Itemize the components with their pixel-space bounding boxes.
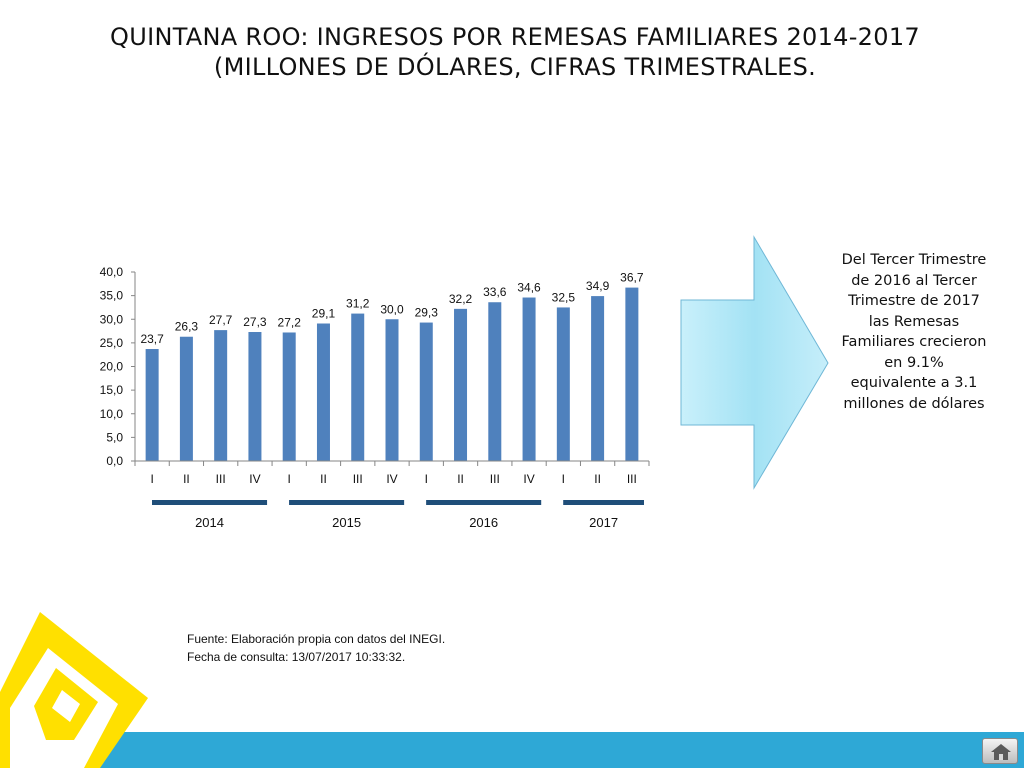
year-bracket bbox=[152, 500, 268, 505]
year-label: 2016 bbox=[469, 515, 498, 530]
query-date-line: Fecha de consulta: 13/07/2017 10:33:32. bbox=[187, 650, 406, 664]
bar-series: 23,7 26,3 27,7 27,3 27,2 29,1 31,2 30,0 29,3 32,2… bbox=[140, 271, 644, 461]
title-line-2: (MILLONES DE DÓLARES, CIFRAS TRIMESTRALE… bbox=[213, 53, 817, 81]
bar bbox=[385, 319, 399, 461]
bar bbox=[522, 297, 536, 461]
y-tick-label: 20,0 bbox=[100, 360, 124, 374]
x-tick-label: I bbox=[288, 472, 291, 486]
x-tick-label: II bbox=[320, 472, 327, 486]
home-button[interactable] bbox=[982, 738, 1018, 764]
data-label: 27,2 bbox=[278, 315, 302, 329]
x-tick-label: IV bbox=[523, 472, 534, 486]
y-tick-label: 0,0 bbox=[106, 454, 123, 468]
x-tick-label: II bbox=[594, 472, 601, 486]
year-bracket bbox=[563, 500, 644, 505]
bar bbox=[179, 336, 193, 461]
x-axis: I II III IV I II III IV I II III IV I II III bbox=[134, 460, 650, 486]
x-tick-label: II bbox=[457, 472, 464, 486]
year-groups: 2014 2015 2016 2017 bbox=[152, 500, 644, 530]
year-bracket bbox=[289, 500, 405, 505]
data-label: 29,3 bbox=[415, 306, 439, 320]
x-tick-label: I bbox=[150, 472, 153, 486]
right-arrow-shape bbox=[680, 235, 829, 490]
data-label: 26,3 bbox=[175, 320, 199, 334]
x-tick-label: I bbox=[425, 472, 428, 486]
bar bbox=[419, 322, 433, 461]
home-icon bbox=[991, 744, 1011, 760]
year-label: 2014 bbox=[195, 515, 224, 530]
footer-band bbox=[0, 732, 1024, 768]
data-label: 32,2 bbox=[449, 292, 473, 306]
x-tick-label: I bbox=[562, 472, 565, 486]
y-tick-label: 30,0 bbox=[100, 312, 124, 326]
bar bbox=[351, 313, 365, 461]
data-label: 27,7 bbox=[209, 313, 233, 327]
bar bbox=[316, 323, 330, 461]
bar bbox=[282, 332, 296, 461]
growth-callout: Del Tercer Trimestre de 2016 al Tercer T… bbox=[841, 252, 987, 412]
x-tick-label: III bbox=[490, 472, 500, 486]
y-tick-label: 25,0 bbox=[100, 336, 124, 350]
data-label: 34,9 bbox=[586, 279, 610, 293]
data-label: 30,0 bbox=[380, 302, 404, 316]
slide-title: QUINTANA ROO: INGRESOS POR REMESAS FAMIL… bbox=[60, 22, 970, 82]
bar bbox=[488, 302, 502, 461]
data-label: 27,3 bbox=[243, 315, 267, 329]
bar bbox=[145, 349, 159, 461]
x-tick-label: IV bbox=[249, 472, 260, 486]
x-tick-label: III bbox=[216, 472, 226, 486]
bar bbox=[556, 307, 570, 461]
x-tick-label: II bbox=[183, 472, 190, 486]
x-tick-label: III bbox=[627, 472, 637, 486]
data-label: 34,6 bbox=[517, 281, 541, 295]
bar bbox=[454, 308, 468, 461]
y-tick-label: 10,0 bbox=[100, 407, 124, 421]
data-label: 36,7 bbox=[620, 271, 644, 285]
bar bbox=[625, 287, 639, 461]
data-label: 29,1 bbox=[312, 307, 336, 321]
x-tick-label: III bbox=[353, 472, 363, 486]
y-axis: 0,0 5,0 10,0 15,0 20,0 25,0 30,0 35,0 40,0 bbox=[100, 265, 136, 468]
y-tick-label: 35,0 bbox=[100, 289, 124, 303]
year-bracket bbox=[426, 500, 542, 505]
year-label: 2015 bbox=[332, 515, 361, 530]
y-tick-label: 15,0 bbox=[100, 383, 124, 397]
bar bbox=[248, 332, 262, 461]
y-tick-label: 5,0 bbox=[106, 430, 123, 444]
data-label: 33,6 bbox=[483, 285, 507, 299]
source-note: Fuente: Elaboración propia con datos del… bbox=[187, 630, 445, 666]
bar bbox=[591, 296, 605, 461]
data-label: 32,5 bbox=[552, 290, 576, 304]
bar bbox=[214, 330, 228, 461]
yellow-square-logo bbox=[0, 612, 148, 768]
data-label: 31,2 bbox=[346, 297, 370, 311]
remittances-bar-chart: 0,05,010,015,020,025,030,035,040,0 23,72… bbox=[100, 265, 650, 530]
source-line: Fuente: Elaboración propia con datos del… bbox=[187, 632, 446, 646]
data-label: 23,7 bbox=[140, 332, 164, 346]
y-tick-label: 40,0 bbox=[100, 265, 124, 279]
x-tick-label: IV bbox=[386, 472, 397, 486]
title-line-1: QUINTANA ROO: INGRESOS POR REMESAS FAMIL… bbox=[110, 23, 920, 51]
year-label: 2017 bbox=[589, 515, 618, 530]
